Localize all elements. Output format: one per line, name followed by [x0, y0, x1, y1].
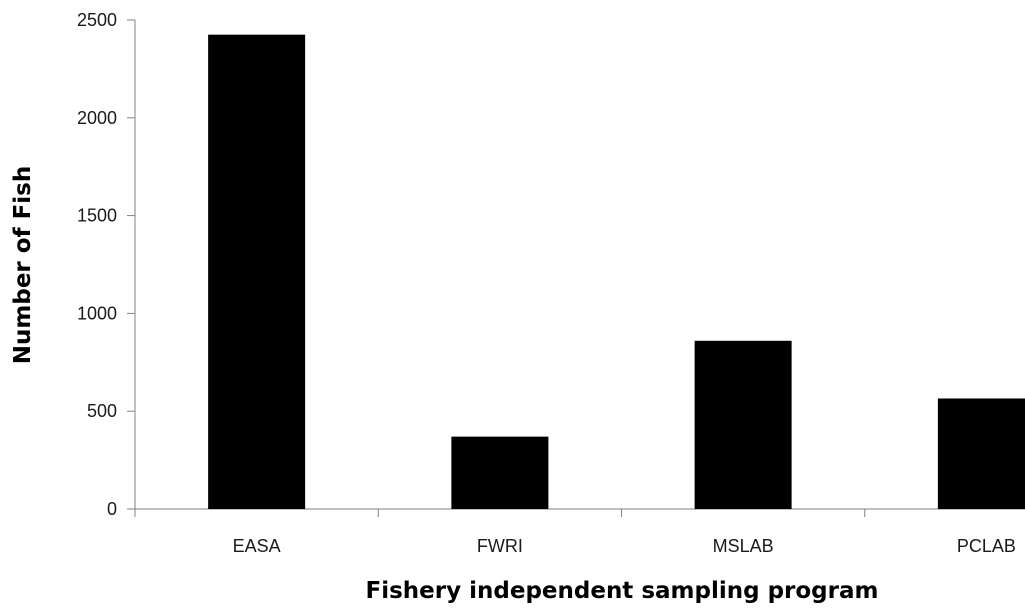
bar-easa	[208, 34, 306, 510]
y-tick-label: 500	[87, 401, 117, 421]
x-axis: EASA FWRI MSLAB PCLAB	[134, 508, 1025, 556]
y-tick-label: 1500	[77, 206, 117, 226]
y-axis-title: Number of Fish	[10, 166, 36, 364]
y-tick-label: 0	[107, 499, 117, 519]
y-tick-label: 2500	[77, 10, 117, 30]
x-axis-title: Fishery independent sampling program	[366, 578, 879, 604]
x-tick-label: FWRI	[477, 536, 523, 556]
x-tick-label: PCLAB	[957, 536, 1016, 556]
y-tick-label: 2000	[77, 108, 117, 128]
y-axis: 0 500 1000 1500 2000 2500	[77, 10, 136, 519]
bar-fwri	[451, 436, 549, 509]
bars	[208, 34, 1025, 510]
bar-pclab	[937, 398, 1025, 509]
bar-mslab	[694, 340, 792, 509]
y-tick-label: 1000	[77, 303, 117, 323]
x-tick-label: EASA	[233, 536, 281, 556]
x-tick-label: MSLAB	[713, 536, 774, 556]
